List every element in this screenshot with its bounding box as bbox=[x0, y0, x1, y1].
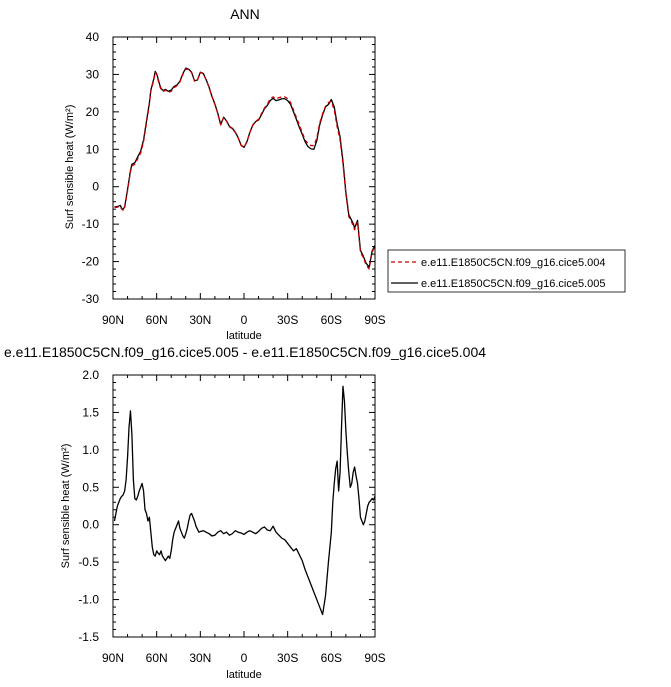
top-xtick-label: 0 bbox=[241, 313, 248, 327]
top-ytick-label: 30 bbox=[86, 67, 100, 81]
bottom-xtick-label: 60S bbox=[321, 651, 342, 665]
bottom-chart-ylabel: Surf sensible heat (W/m²) bbox=[60, 444, 72, 569]
legend-box bbox=[387, 249, 626, 293]
top-ytick-label: 20 bbox=[86, 105, 100, 119]
top-xtick-label: 60N bbox=[146, 313, 168, 327]
top-xtick-label: 30N bbox=[189, 313, 211, 327]
top-chart: ANN Surf sensible heat (W/m²) latitude 9… bbox=[64, 6, 386, 342]
bottom-xtick-label: 90N bbox=[102, 651, 124, 665]
bottom-ytick-label: 0.0 bbox=[82, 518, 99, 532]
top-series-line-2 bbox=[114, 67, 376, 268]
bottom-chart: e.e11.E1850C5CN.f09_g16.cice5.005 - e.e1… bbox=[4, 344, 486, 681]
top-xtick-label: 90S bbox=[364, 313, 385, 327]
bottom-chart-title: e.e11.E1850C5CN.f09_g16.cice5.005 - e.e1… bbox=[4, 344, 486, 360]
top-ytick-label: -30 bbox=[82, 292, 100, 306]
legend: e.e11.E1850C5CN.f09_g16.cice5.004 e.e11.… bbox=[387, 249, 626, 293]
legend-label-series-2: e.e11.E1850C5CN.f09_g16.cice5.005 bbox=[421, 278, 606, 290]
bottom-ytick-label: -1.5 bbox=[78, 630, 99, 644]
top-xtick-label: 60S bbox=[321, 313, 342, 327]
bottom-chart-xlabel: latitude bbox=[226, 669, 261, 681]
top-xtick-label: 30S bbox=[277, 313, 298, 327]
bottom-ytick-label: 1.5 bbox=[82, 405, 99, 419]
bottom-ytick-label: -0.5 bbox=[78, 555, 99, 569]
bottom-ytick-label: 1.0 bbox=[82, 443, 99, 457]
bottom-xtick-label: 90S bbox=[364, 651, 385, 665]
top-ytick-label: 0 bbox=[92, 180, 99, 194]
top-plot-frame bbox=[112, 36, 376, 300]
bottom-ytick-label: 2.0 bbox=[82, 368, 99, 382]
top-chart-ylabel: Surf sensible heat (W/m²) bbox=[64, 105, 76, 230]
top-chart-xlabel: latitude bbox=[226, 330, 261, 342]
legend-label-series-1: e.e11.E1850C5CN.f09_g16.cice5.004 bbox=[421, 257, 606, 269]
bottom-xtick-label: 30N bbox=[189, 651, 211, 665]
top-xtick-label: 90N bbox=[102, 313, 124, 327]
bottom-plot-frame bbox=[112, 374, 376, 638]
top-ytick-label: -10 bbox=[82, 217, 100, 231]
bottom-series-line-1 bbox=[113, 385, 376, 616]
bottom-ytick-label: 0.5 bbox=[82, 480, 99, 494]
top-ytick-label: 10 bbox=[86, 142, 100, 156]
top-ytick-label: -20 bbox=[82, 255, 100, 269]
top-chart-title: ANN bbox=[230, 6, 260, 22]
top-series-line-1 bbox=[114, 68, 376, 270]
bottom-xtick-label: 0 bbox=[241, 651, 248, 665]
top-ytick-label: 40 bbox=[86, 30, 100, 44]
bottom-xtick-label: 30S bbox=[277, 651, 298, 665]
bottom-xtick-label: 60N bbox=[146, 651, 168, 665]
bottom-ytick-label: -1.0 bbox=[78, 593, 99, 607]
